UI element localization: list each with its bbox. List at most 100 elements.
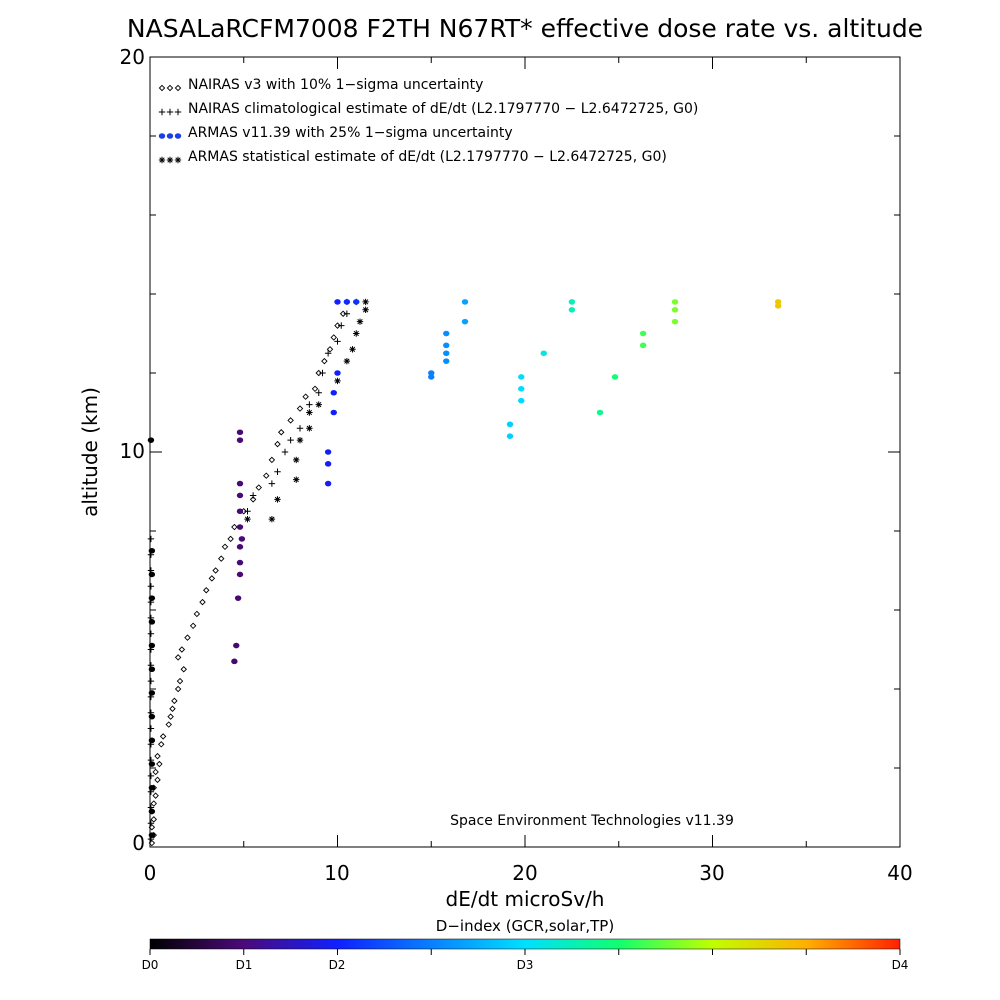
data-point: [148, 832, 156, 838]
legend-symbol-2: [158, 133, 182, 139]
data-point: [147, 630, 155, 637]
axis-ticks: [150, 57, 900, 847]
data-point: [236, 508, 244, 515]
legend-marker: [158, 84, 166, 92]
data-point: [148, 642, 156, 649]
data-point: [353, 330, 360, 337]
plot-area: [147, 56, 901, 848]
data-point: [150, 816, 157, 823]
data-point: [148, 571, 156, 578]
data-point: [671, 318, 679, 325]
series-1: [147, 298, 360, 843]
y-axis-label: altitude (km): [78, 387, 102, 517]
legend-label-armas-stat: ARMAS statistical estimate of dE/dt (L2.…: [188, 149, 667, 165]
data-point: [296, 425, 304, 432]
data-point: [306, 401, 313, 408]
data-point: [238, 536, 246, 542]
data-point: [281, 448, 289, 456]
data-point: [156, 760, 163, 768]
data-point: [349, 346, 356, 353]
data-point: [461, 299, 469, 305]
data-point: [147, 677, 155, 685]
legend-marker: [174, 156, 182, 164]
data-point: [506, 433, 514, 440]
data-point: [176, 677, 184, 685]
data-point: [334, 338, 341, 345]
data-point: [148, 737, 156, 744]
data-point: [148, 666, 156, 673]
data-point: [236, 544, 244, 550]
data-point: [236, 437, 244, 443]
data-point: [296, 405, 304, 412]
data-point: [334, 377, 341, 385]
data-point: [353, 299, 360, 305]
data-point: [165, 721, 172, 728]
data-point: [330, 389, 337, 396]
data-point: [568, 307, 576, 313]
data-point: [244, 515, 251, 523]
data-point: [147, 820, 155, 827]
data-point: [315, 389, 322, 396]
data-point: [236, 429, 244, 436]
data-point: [148, 824, 156, 831]
legend-marker: [158, 156, 166, 164]
data-point: [236, 571, 244, 578]
y-tick-20: 20: [120, 45, 145, 69]
data-point: [274, 468, 281, 475]
legend-label-nairas-clim: NAIRAS climatological estimate of dE/dt …: [188, 101, 698, 117]
data-point: [147, 772, 155, 780]
legend-label-armas: ARMAS v11.39 with 25% 1−sigma uncertaint…: [188, 125, 513, 141]
data-point: [540, 350, 547, 357]
data-point: [167, 713, 174, 720]
data-point: [339, 310, 347, 317]
data-point: [147, 725, 155, 732]
data-point: [311, 385, 319, 393]
data-point: [671, 299, 679, 305]
colorbar-label-d2: D2: [329, 958, 346, 972]
legend-marker: [166, 133, 174, 139]
data-point: [639, 330, 647, 337]
data-point: [255, 484, 262, 491]
data-point: [148, 619, 156, 625]
data-point: [159, 733, 167, 740]
data-point: [343, 357, 351, 365]
data-marks: [147, 298, 782, 847]
data-point: [338, 322, 345, 329]
colorbar-ticks: [149, 949, 901, 955]
legend-marker: [174, 133, 182, 139]
data-point: [184, 634, 191, 641]
data-point: [518, 386, 525, 392]
data-point: [148, 761, 156, 767]
data-point: [287, 417, 294, 424]
data-point: [274, 496, 281, 503]
data-point: [274, 440, 281, 448]
data-point: [268, 456, 276, 464]
data-point: [148, 784, 156, 791]
legend-marker: [158, 108, 166, 116]
data-point: [148, 595, 156, 601]
data-point: [315, 369, 322, 377]
legend-marker: [166, 108, 174, 116]
data-point: [152, 768, 159, 776]
data-point: [148, 690, 156, 696]
legend-marker: [174, 108, 182, 116]
x-tick-10: 10: [324, 861, 349, 885]
data-point: [324, 461, 332, 467]
data-point: [234, 595, 242, 601]
data-point: [212, 567, 219, 574]
x-tick-0: 0: [144, 861, 157, 885]
legend-symbol-0: [158, 84, 182, 92]
data-point: [278, 429, 285, 436]
data-point: [334, 370, 341, 376]
legend-marker: [174, 84, 182, 92]
data-point: [268, 515, 276, 523]
data-point: [148, 808, 156, 815]
data-point: [147, 535, 155, 543]
data-point: [596, 409, 604, 416]
credit-annotation: Space Environment Technologies v11.39: [450, 813, 734, 829]
data-point: [249, 496, 257, 503]
data-point: [180, 666, 187, 673]
data-point: [158, 741, 165, 748]
data-point: [218, 555, 225, 562]
